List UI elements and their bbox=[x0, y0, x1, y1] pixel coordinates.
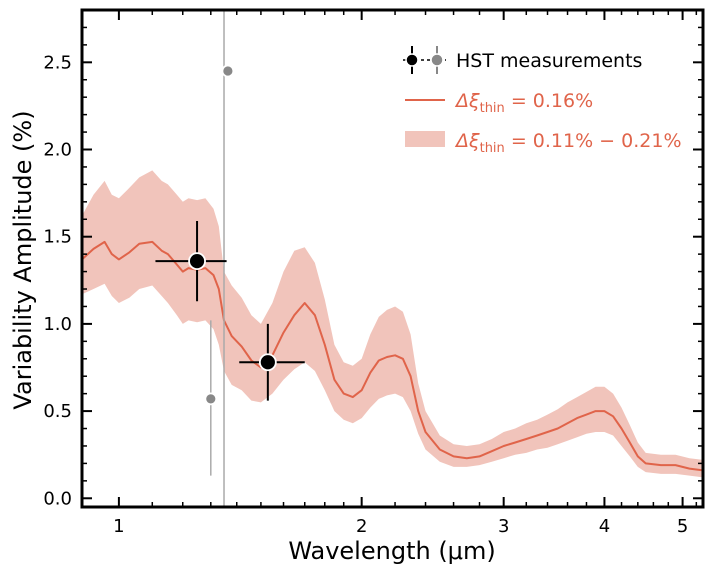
plot-frame bbox=[80, 8, 705, 509]
hst-point-3 bbox=[204, 392, 218, 406]
y-tick-label: 1.0 bbox=[43, 314, 72, 335]
y-tick-label: 0.0 bbox=[43, 488, 72, 509]
legend-hst-gray-dot bbox=[430, 53, 444, 67]
y-axis-title: Variability Amplitude (%) bbox=[9, 110, 37, 409]
y-tick-label: 1.5 bbox=[43, 227, 72, 248]
legend-hst-black-dot bbox=[405, 53, 419, 67]
model-line-layer bbox=[82, 240, 703, 472]
y-tick-label: 0.5 bbox=[43, 401, 72, 422]
model-line bbox=[82, 240, 703, 472]
x-tick-label: 5 bbox=[677, 516, 688, 537]
uncertainty-band-layer bbox=[82, 170, 703, 478]
legend-model-label: Δξthin = 0.16% bbox=[454, 90, 593, 116]
hst-point-1 bbox=[258, 353, 277, 372]
hst-point-0 bbox=[188, 252, 206, 271]
legend-band-label: Δξthin = 0.11% − 0.21% bbox=[454, 130, 682, 156]
hst-errorbar-layer bbox=[155, 64, 305, 476]
y-tick-label: 2.5 bbox=[43, 52, 72, 73]
x-tick-label: 4 bbox=[599, 516, 610, 537]
x-tick-label: 3 bbox=[498, 516, 509, 537]
legend-band-swatch bbox=[405, 131, 445, 147]
legend-hst-marker bbox=[403, 46, 446, 74]
hst-point-2 bbox=[221, 64, 235, 78]
x-tick-label: 1 bbox=[113, 516, 124, 537]
x-axis-title: Wavelength (μm) bbox=[288, 537, 495, 565]
axis-ticks: 0.0 0.5 1.0 1.5 2.0 2.5 1 2 3 4 5 bbox=[43, 10, 703, 537]
y-tick-label: 2.0 bbox=[43, 140, 72, 161]
uncertainty-band bbox=[82, 170, 703, 478]
legend-hst-label: HST measurements bbox=[456, 50, 642, 72]
legend: HST measurements Δξthin = 0.16% Δξthin =… bbox=[403, 46, 682, 156]
x-tick-label: 2 bbox=[356, 516, 367, 537]
